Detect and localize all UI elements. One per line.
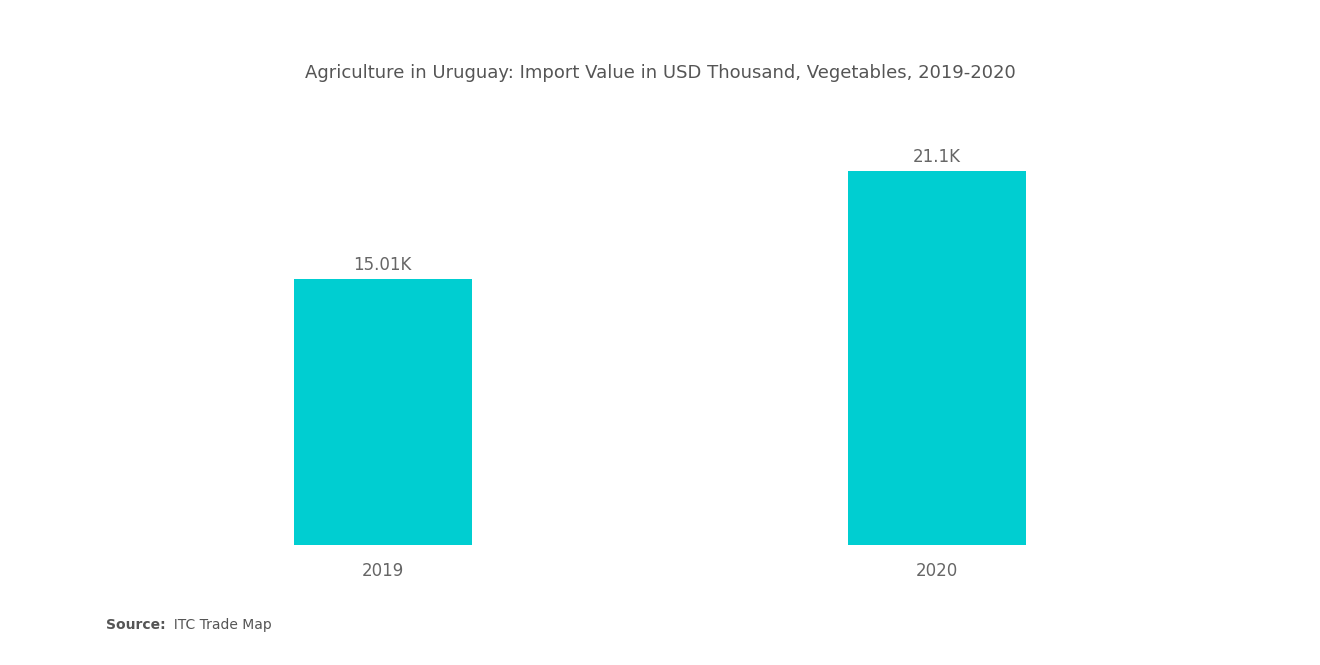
Text: 15.01K: 15.01K: [354, 256, 412, 274]
Title: Agriculture in Uruguay: Import Value in USD Thousand, Vegetables, 2019-2020: Agriculture in Uruguay: Import Value in …: [305, 64, 1015, 82]
Text: Source:: Source:: [106, 618, 165, 632]
Text: ITC Trade Map: ITC Trade Map: [165, 618, 272, 632]
Bar: [294, 279, 471, 545]
Text: 21.1K: 21.1K: [913, 148, 961, 166]
Bar: [849, 171, 1026, 545]
